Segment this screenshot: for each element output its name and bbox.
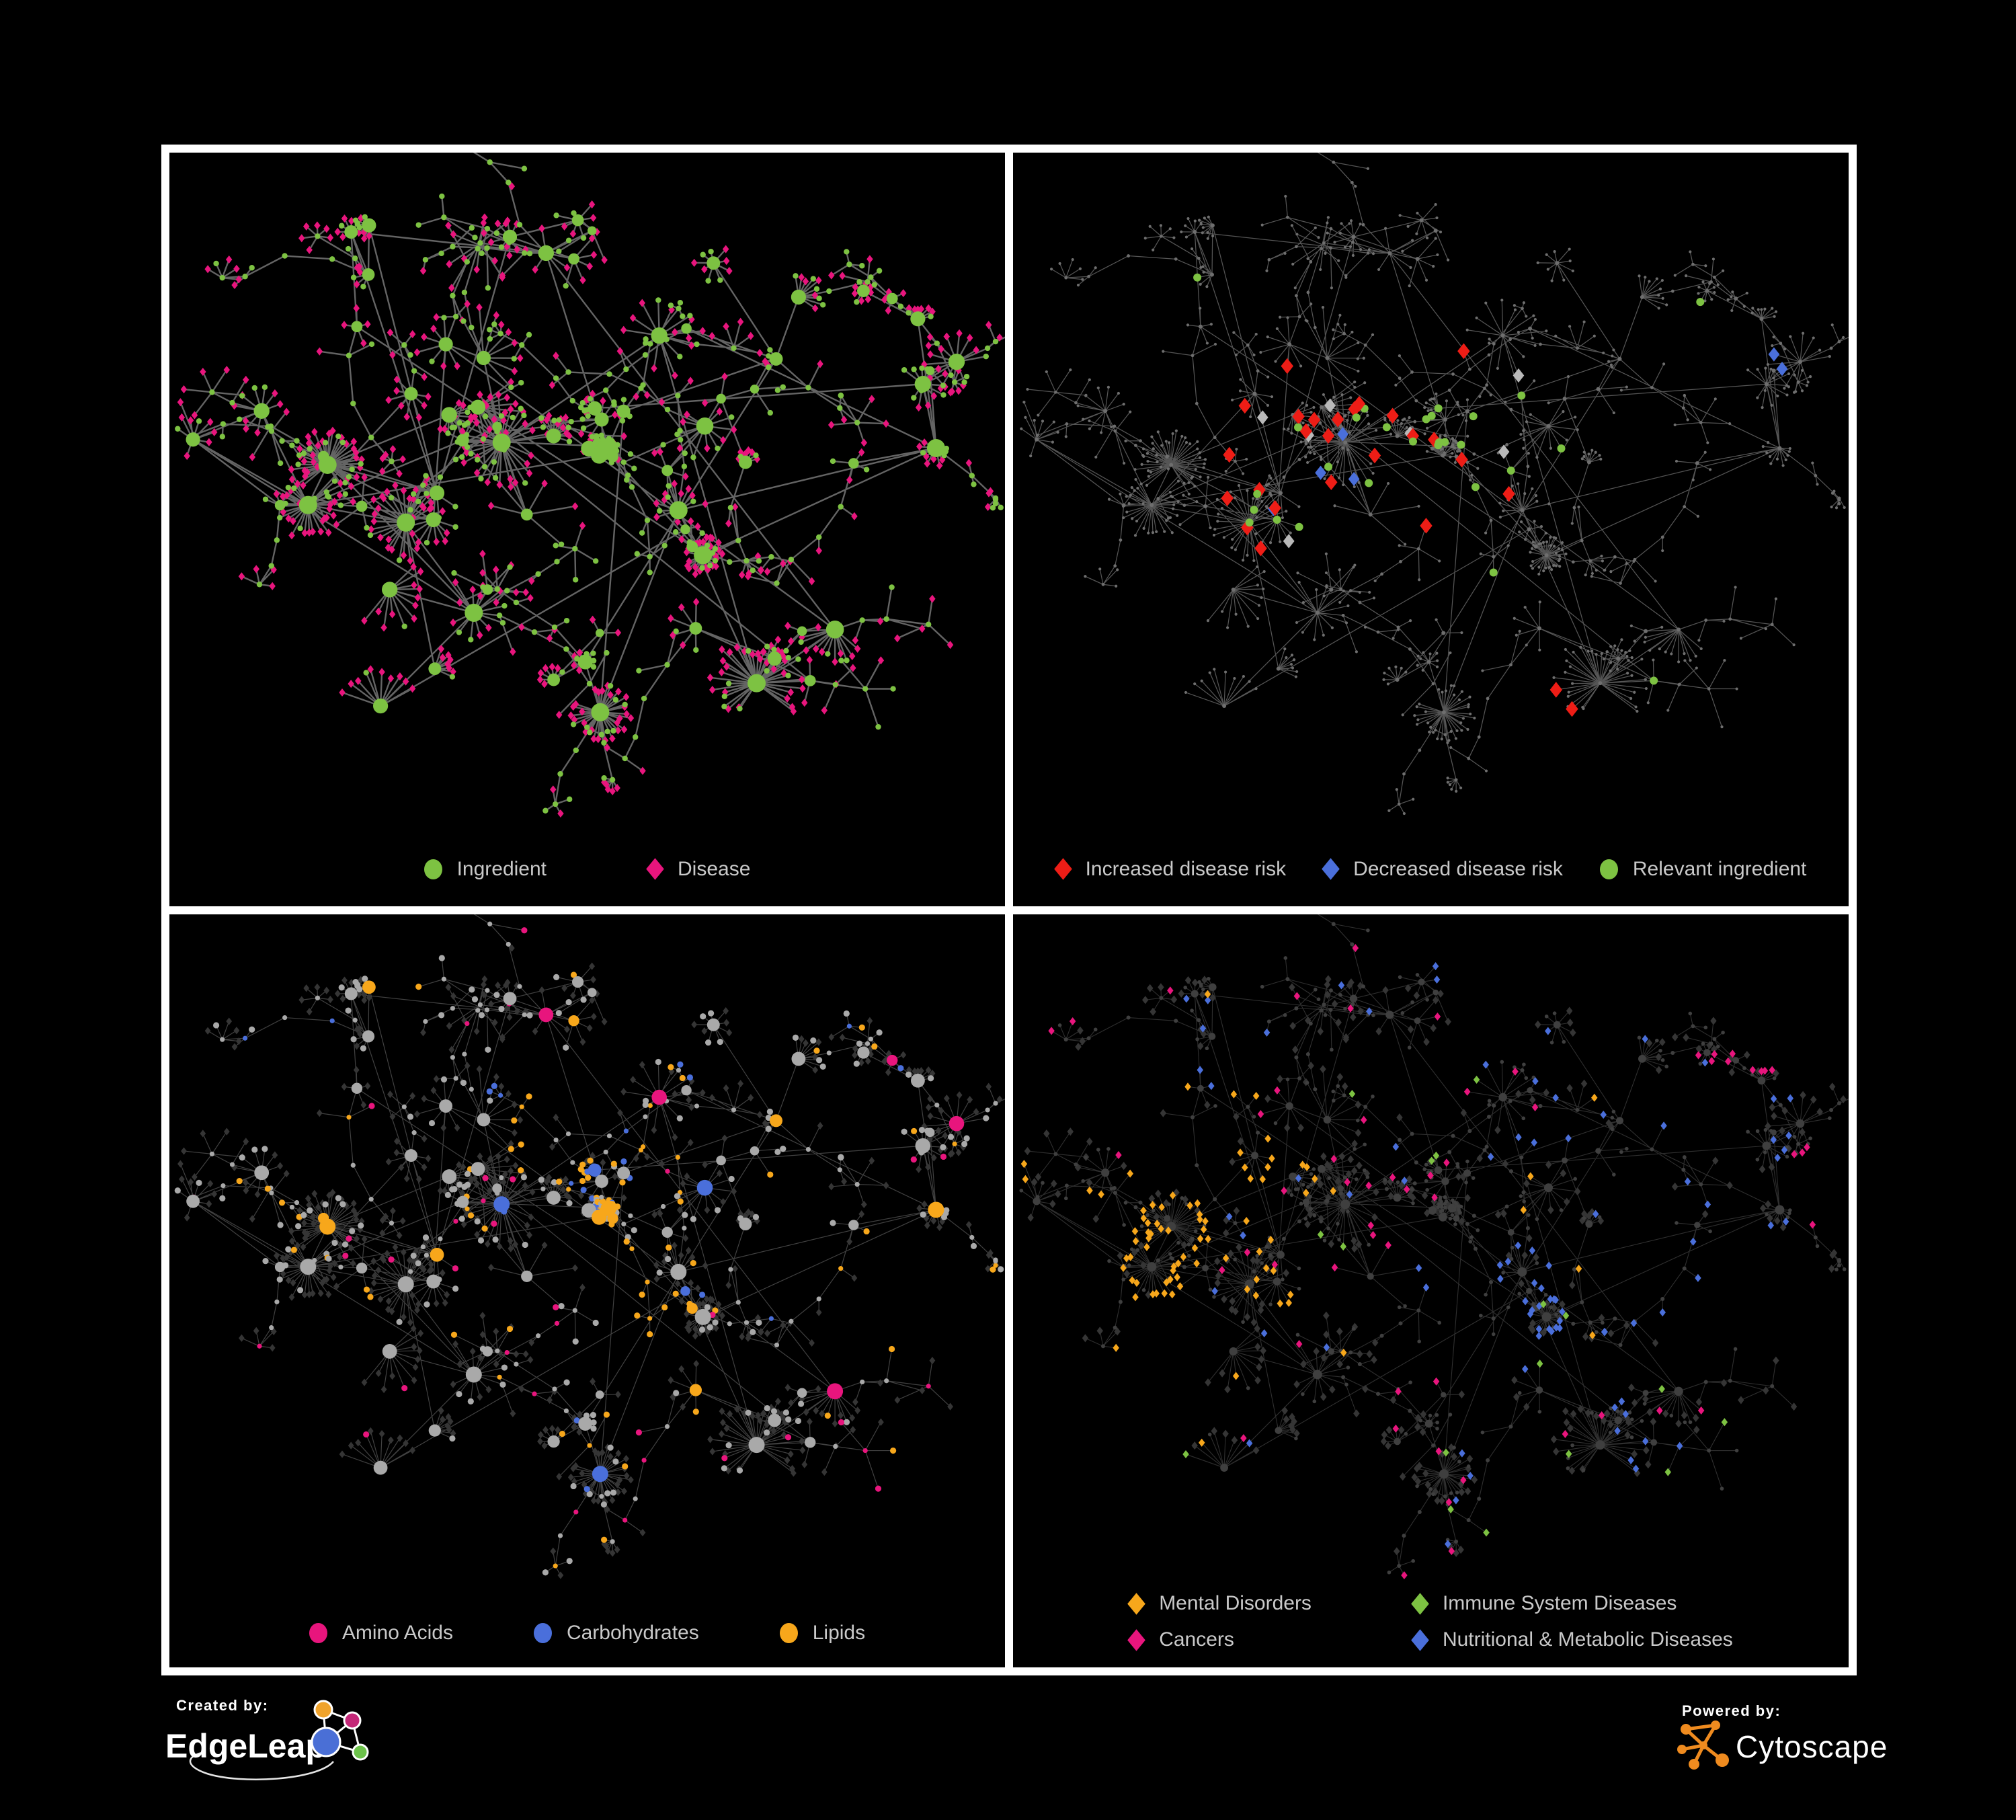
network-edges (177, 914, 1005, 1575)
legend-marker-diamond (1411, 1592, 1429, 1615)
panel-grid: Ingredient Disease Increased disease risk D… (161, 145, 1857, 1675)
legend-macronutrients: Amino Acids Carbohydrates Lipids (169, 1622, 1005, 1645)
legend-item: Relevant ingredient (1599, 857, 1807, 881)
network-canvas-macronutrients (174, 914, 1005, 1579)
network-nodes-top (186, 976, 965, 1482)
legend-label: Cancers (1159, 1628, 1234, 1651)
cytoscape-icon (1677, 1720, 1729, 1770)
edgeleap-swoosh (189, 1751, 334, 1780)
cytoscape-wordmark: Cytoscape (1736, 1729, 1888, 1764)
legend-label: Ingredient (456, 857, 547, 880)
panel-disease-classes: Mental Disorders Immune System Diseases Ca… (1013, 914, 1849, 1667)
network-edges (1020, 153, 1849, 814)
legend-item: Increased disease risk (1053, 857, 1287, 881)
legend-marker-diamond (1411, 1628, 1429, 1651)
legend-marker-diamond (1053, 858, 1072, 880)
legend-marker-circle (779, 1623, 798, 1643)
legend-marker-diamond (646, 858, 664, 880)
legend-label: Nutritional & Metabolic Diseases (1442, 1628, 1733, 1651)
legend-marker-circle (1599, 859, 1618, 879)
edgeleap-node-blue (311, 1727, 341, 1757)
legend-label: Immune System Diseases (1442, 1592, 1677, 1614)
panel-disease-risk: Increased disease risk Decreased disease … (1013, 153, 1849, 906)
legend-ingredient-disease: Ingredient Disease (169, 858, 1005, 881)
legend-marker-circle (424, 859, 442, 879)
legend-label: Carbohydrates (566, 1622, 699, 1644)
network-canvas-disease-classes (1019, 914, 1849, 1579)
cytoscape-lockup: Powered by: Cytoscape (1677, 1702, 1888, 1770)
legend-label: Relevant ingredient (1632, 857, 1807, 880)
legend-label: Increased disease risk (1085, 857, 1287, 880)
legend-disease-risk: Increased disease risk Decreased disease … (1013, 858, 1849, 881)
edgeleap-wordmark: EdgeLeap (165, 1727, 326, 1765)
legend-marker-diamond (1322, 858, 1340, 880)
legend-marker-diamond (1127, 1592, 1146, 1615)
created-by-label: Created by: (176, 1697, 269, 1714)
network-nodes-top (1020, 943, 1816, 1579)
edgeleap-node-magenta (343, 1711, 362, 1730)
powered-by-label: Powered by: (1682, 1702, 1781, 1719)
legend-label: Disease (678, 857, 751, 880)
legend-item: Amino Acids (309, 1622, 453, 1645)
legend-item: Immune System Diseases (1411, 1592, 1733, 1615)
legend-label: Mental Disorders (1159, 1592, 1312, 1614)
edgeleap-node-green (352, 1743, 369, 1761)
legend-item: Decreased disease risk (1322, 857, 1563, 881)
legend-disease-classes: Mental Disorders Immune System Diseases Ca… (1013, 1592, 1849, 1651)
edgeleap-lockup: Created by: EdgeLeap (165, 1697, 369, 1780)
legend-label: Lipids (812, 1622, 866, 1644)
legend-marker-diamond (1127, 1628, 1146, 1651)
legend-label: Amino Acids (341, 1622, 453, 1644)
network-nodes-mid (175, 159, 1004, 814)
network-nodes-top (186, 214, 965, 721)
panel-macronutrients: Amino Acids Carbohydrates Lipids (169, 914, 1005, 1667)
panel-ingredient-disease: Ingredient Disease (169, 153, 1005, 906)
legend-label: Decreased disease risk (1353, 857, 1563, 880)
edgeleap-node-orange (313, 1700, 333, 1720)
legend-marker-circle (533, 1623, 552, 1643)
network-canvas-disease-risk (1020, 153, 1849, 816)
legend-item: Disease (646, 857, 751, 881)
network-nodes-top (1193, 273, 1788, 717)
legend-item: Cancers (1127, 1628, 1312, 1651)
legend-item: Mental Disorders (1127, 1592, 1312, 1615)
legend-item: Lipids (779, 1622, 866, 1645)
legend-item: Nutritional & Metabolic Diseases (1411, 1628, 1733, 1651)
network-nodes-mid (1020, 160, 1846, 816)
edgeleap-logo (311, 1700, 369, 1761)
legend-item: Ingredient (424, 858, 547, 881)
legend-item: Carbohydrates (533, 1622, 699, 1645)
network-nodes-mid (1019, 921, 1847, 1575)
network-canvas-ingredient-disease (175, 153, 1005, 818)
legend-marker-circle (309, 1623, 327, 1643)
